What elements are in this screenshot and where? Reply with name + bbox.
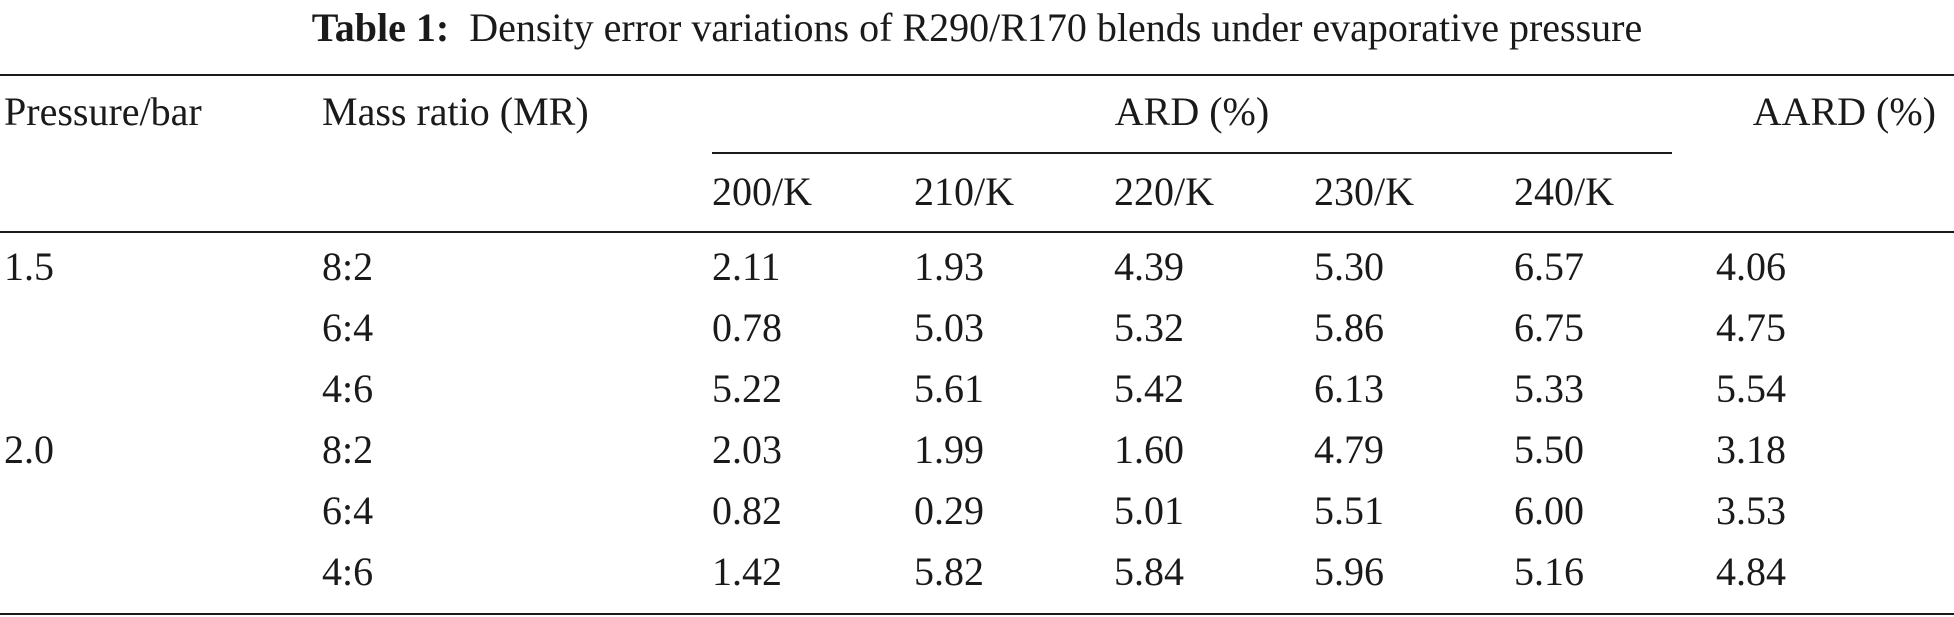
cell-ard: 5.33 [1514,366,1584,411]
cell-ard: 2.03 [712,427,782,472]
cell-mass-ratio: 8:2 [322,244,374,289]
cell-ard: 5.50 [1514,427,1584,472]
cell-ard: 1.93 [914,244,984,289]
header-aard: AARD (%) [1752,89,1936,134]
cell-ard: 5.84 [1114,549,1184,594]
cell-aard: 4.75 [1716,305,1786,350]
cell-ard: 0.29 [914,488,984,533]
cell-ard: 1.99 [914,427,984,472]
cell-ard: 1.60 [1114,427,1184,472]
cell-ard: 5.82 [914,549,984,594]
cell-ard: 6.13 [1314,366,1384,411]
cell-ard: 5.32 [1114,305,1184,350]
cell-aard: 4.84 [1716,549,1786,594]
table-row: 6:4 0.82 0.29 5.01 5.51 6.00 3.53 [0,482,1954,543]
cell-aard: 3.18 [1716,427,1786,472]
cell-aard: 5.54 [1716,366,1786,411]
cell-ard: 4.79 [1314,427,1384,472]
cell-mass-ratio: 6:4 [322,488,374,533]
header-pressure: Pressure/bar [4,89,202,134]
cell-mass-ratio: 4:6 [322,549,374,594]
header-mass-ratio: Mass ratio (MR) [322,89,589,134]
cell-ard: 5.03 [914,305,984,350]
cell-ard: 5.01 [1114,488,1184,533]
cell-ard: 0.78 [712,305,782,350]
table-row: 4:6 5.22 5.61 5.42 6.13 5.33 5.54 [0,360,1954,421]
cell-ard: 5.30 [1314,244,1384,289]
cell-ard: 6.57 [1514,244,1584,289]
table-row: 4:6 1.42 5.82 5.84 5.96 5.16 4.84 [0,543,1954,604]
cell-ard: 0.82 [712,488,782,533]
cell-ard: 5.86 [1314,305,1384,350]
top-rule [0,74,1954,76]
cell-ard: 5.42 [1114,366,1184,411]
cell-ard: 5.16 [1514,549,1584,594]
table-row: 1.5 8:2 2.11 1.93 4.39 5.30 6.57 4.06 [0,238,1954,299]
cell-ard: 4.39 [1114,244,1184,289]
cell-mass-ratio: 6:4 [322,305,374,350]
table-row: 2.0 8:2 2.03 1.99 1.60 4.79 5.50 3.18 [0,421,1954,482]
ard-group-rule [712,152,1672,154]
cell-ard: 2.11 [712,244,781,289]
cell-ard: 6.75 [1514,305,1584,350]
header-temp-210: 210/K [914,169,1014,214]
table-row: 6:4 0.78 5.03 5.32 5.86 6.75 4.75 [0,299,1954,360]
cell-ard: 5.96 [1314,549,1384,594]
cell-pressure: 1.5 [4,244,54,289]
header-temp-200: 200/K [712,169,812,214]
header-rule [0,231,1954,233]
cell-ard: 5.51 [1314,488,1384,533]
caption-label: Table 1: [311,5,450,50]
header-ard: ARD (%) [1114,89,1270,134]
cell-pressure: 2.0 [4,427,54,472]
table-caption: Table 1: Density error variations of R29… [0,2,1954,54]
cell-mass-ratio: 8:2 [322,427,374,472]
cell-aard: 4.06 [1716,244,1786,289]
cell-ard: 5.61 [914,366,984,411]
cell-ard: 5.22 [712,366,782,411]
header-temp-230: 230/K [1314,169,1414,214]
cell-ard: 1.42 [712,549,782,594]
caption-text: Density error variations of R290/R170 bl… [469,5,1643,50]
bottom-rule [0,613,1954,615]
cell-mass-ratio: 4:6 [322,366,374,411]
cell-aard: 3.53 [1716,488,1786,533]
header-temp-220: 220/K [1114,169,1214,214]
cell-ard: 6.00 [1514,488,1584,533]
header-temp-240: 240/K [1514,169,1614,214]
